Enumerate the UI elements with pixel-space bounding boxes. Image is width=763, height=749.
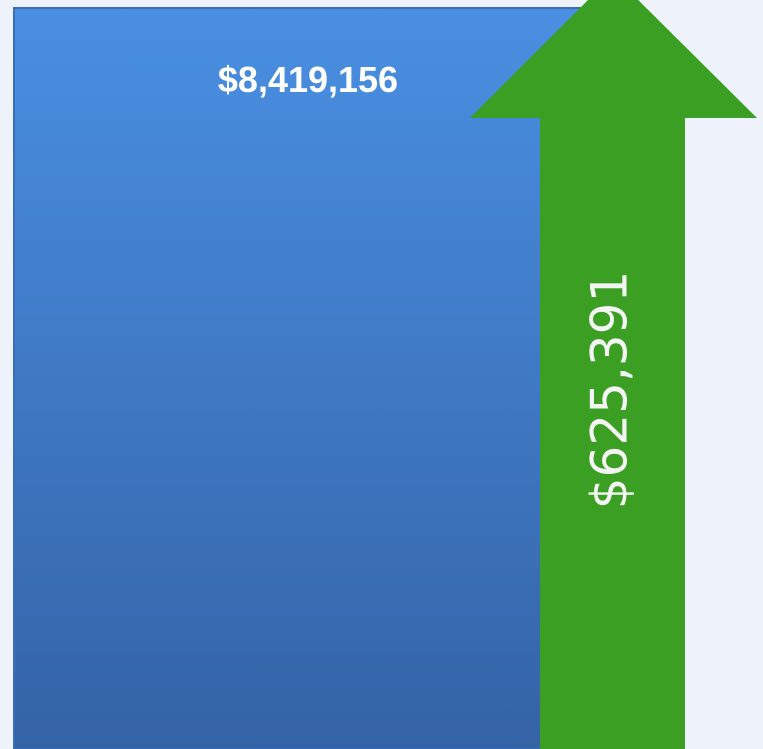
arrow [470,0,757,749]
bar [13,7,584,749]
bar-label: $8,419,156 [218,59,398,100]
arrow-label: $625,391 [581,271,639,510]
